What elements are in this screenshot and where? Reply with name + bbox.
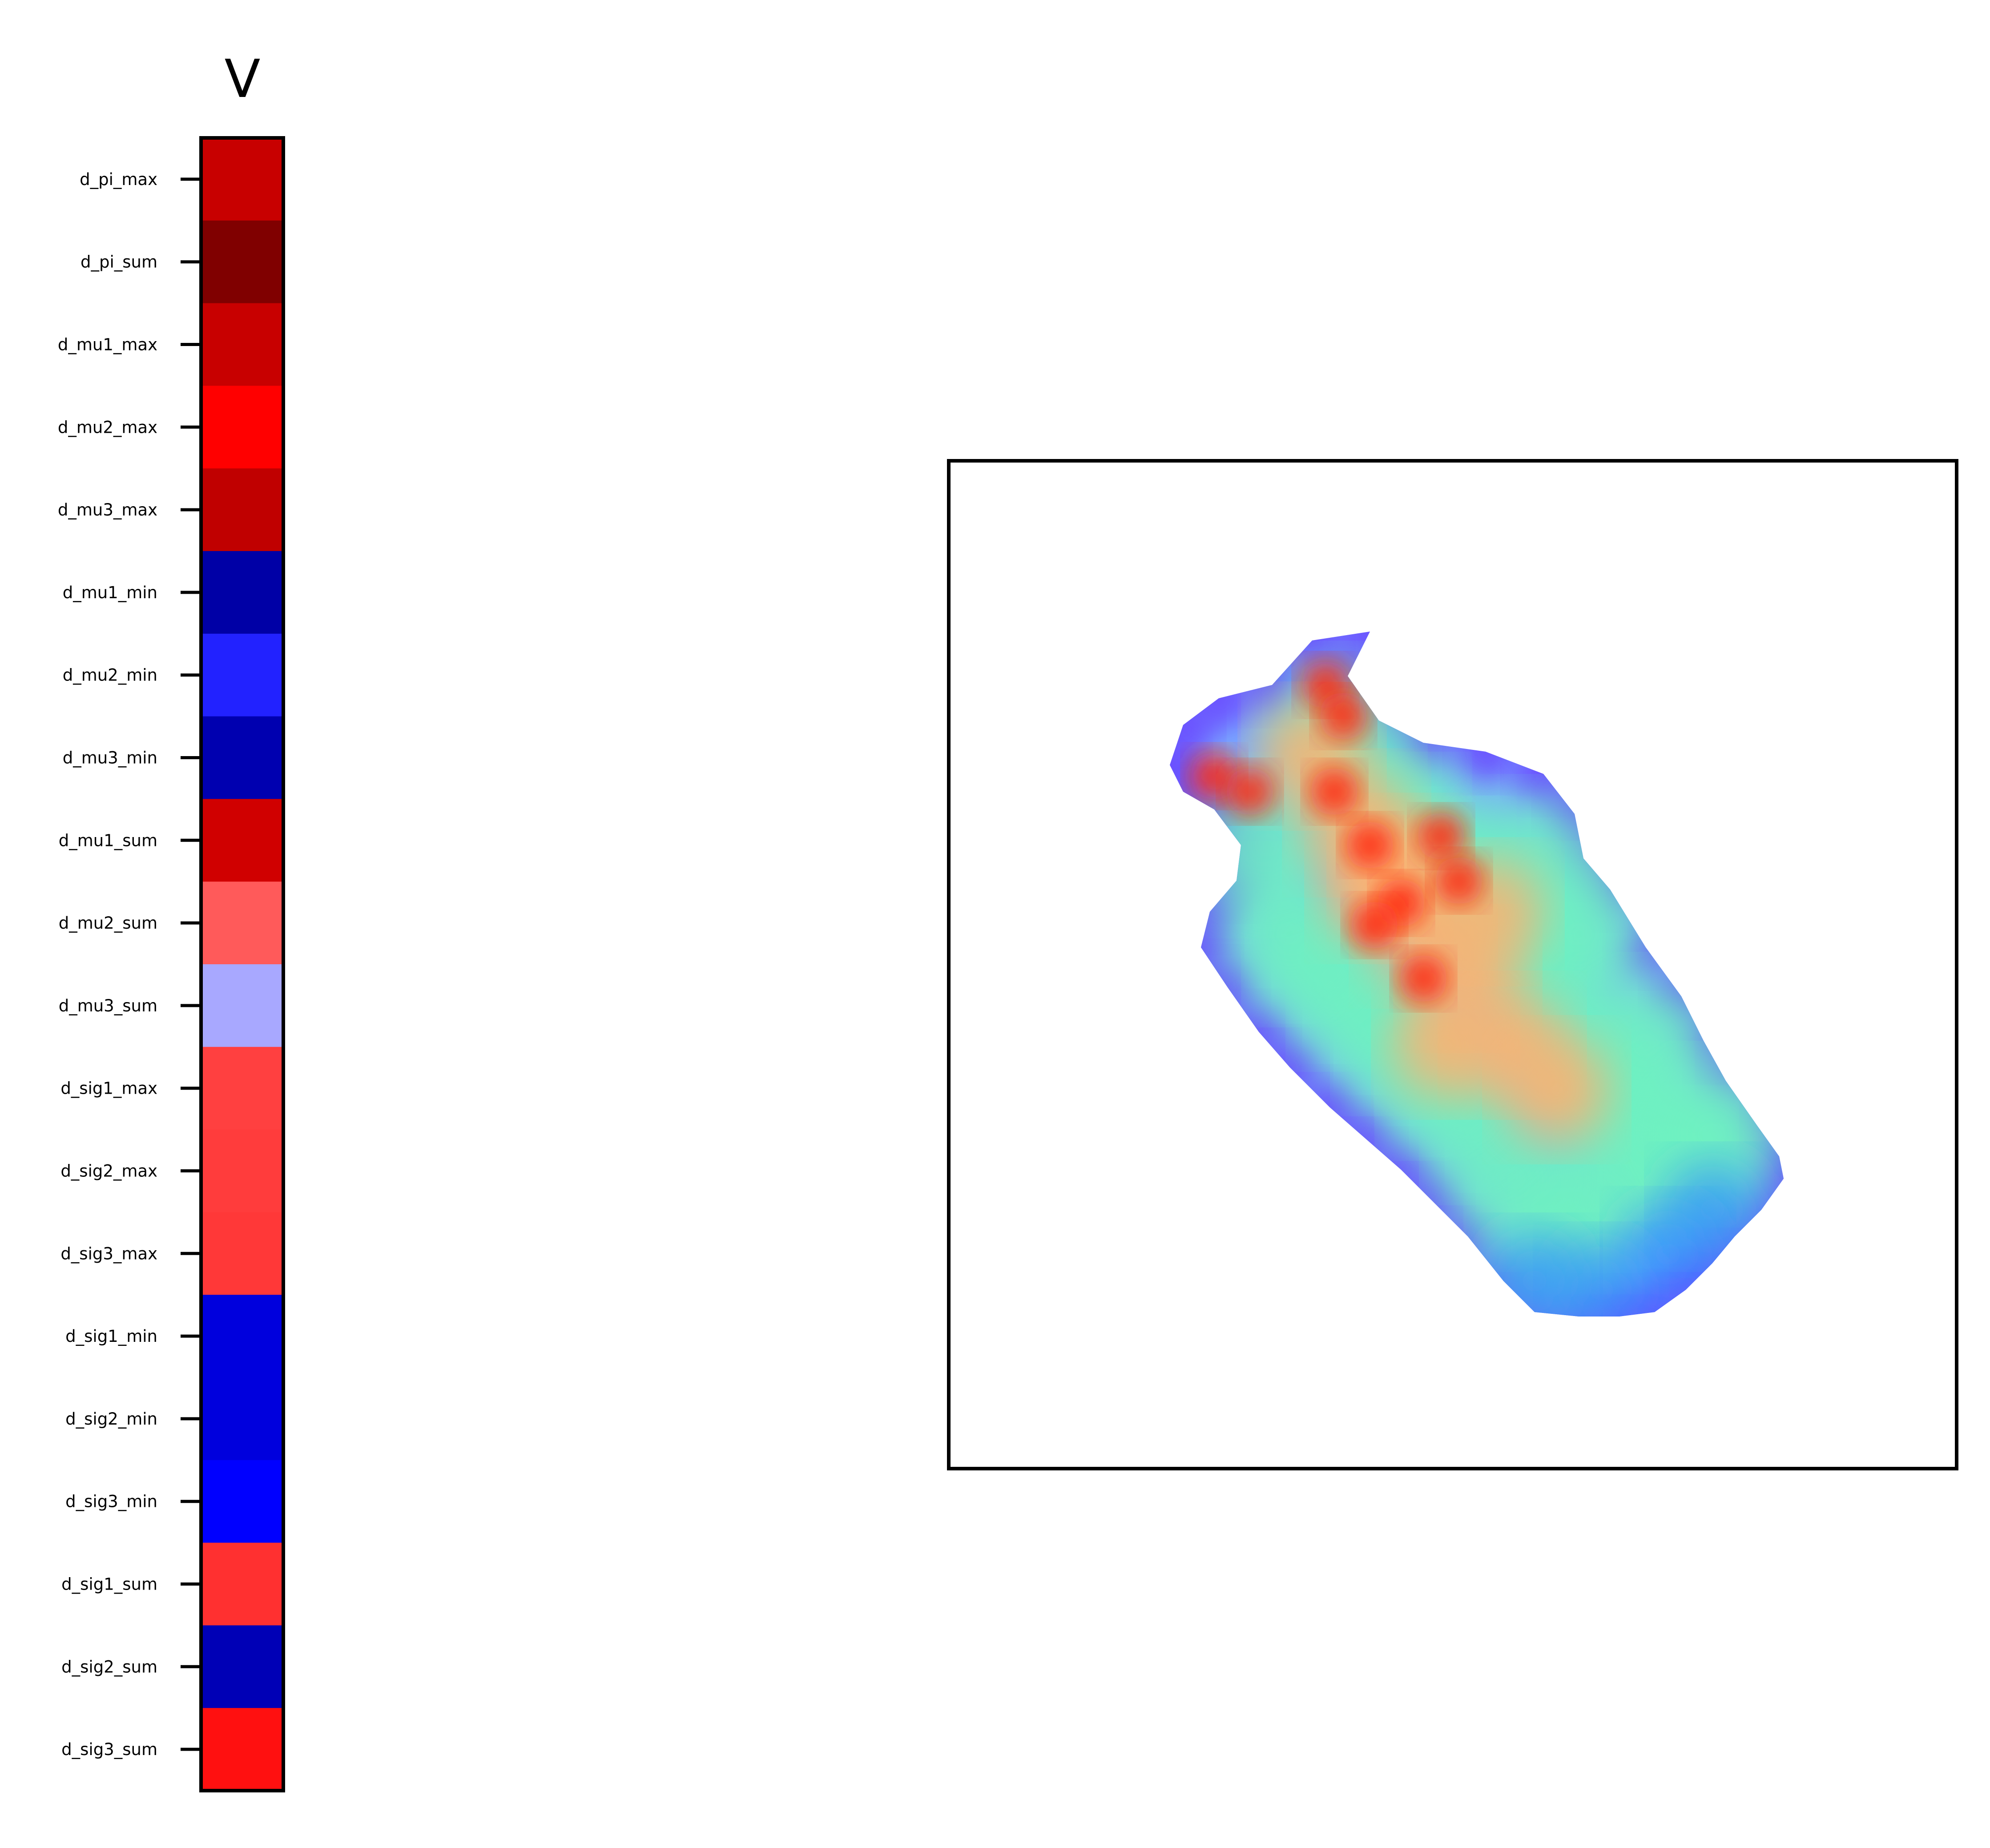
surface-patch <box>1399 954 1448 1003</box>
heatmap-cell-d-mu3-max <box>201 468 283 552</box>
y-tick-label: d_sig2_sum <box>61 1657 157 1676</box>
heatmap-cell-d-sig3-min <box>201 1460 283 1543</box>
surface-patch <box>1392 992 1499 1099</box>
heatmap-cell-d-mu3-sum <box>201 964 283 1047</box>
heatmap-tick-labels: d_pi_max d_pi_sum d_mu1_max d_mu2_max d_mu3_… <box>58 170 157 1759</box>
y-tick-label: d_mu3_sum <box>59 996 157 1015</box>
surface-panel-frame <box>947 459 1958 1470</box>
heatmap-cell-d-sig3-sum <box>201 1708 283 1791</box>
surface-patch <box>1345 821 1394 870</box>
y-tick-label: d_mu2_min <box>63 666 157 685</box>
heatmap-cell-d-mu1-sum <box>201 799 283 882</box>
y-tick-label: d_mu2_max <box>58 418 157 437</box>
surface-patch <box>1350 901 1399 950</box>
y-tick-label: d_sig3_min <box>65 1492 157 1511</box>
heatmap-cell-d-sig1-sum <box>201 1542 283 1626</box>
heatmap-frame <box>199 136 285 1792</box>
heatmap-title: V <box>225 48 261 109</box>
y-tick-label: d_sig1_sum <box>61 1575 157 1594</box>
heatmap-cell-d-pi-sum <box>201 220 283 304</box>
y-tick-label: d_mu3_min <box>63 749 157 768</box>
surface-patch <box>1434 856 1483 905</box>
surface-patch <box>1454 721 1517 783</box>
heatmap-cell-d-sig1-min <box>201 1295 283 1378</box>
heatmap-cells <box>201 138 283 1791</box>
y-tick-label: d_sig2_min <box>65 1409 157 1429</box>
heatmap-cell-d-mu2-sum <box>201 882 283 965</box>
molecule-color-field <box>1170 632 1784 1317</box>
heatmap-cell-d-mu2-max <box>201 386 283 469</box>
y-tick-label: d_mu1_min <box>63 583 157 602</box>
heatmap-cell-d-sig3-max <box>201 1212 283 1295</box>
heatmap-cell-d-pi-max <box>201 138 283 221</box>
y-tick-label: d_mu1_max <box>58 335 157 354</box>
surface-patch <box>1486 1232 1583 1317</box>
heatmap-ticks <box>181 177 201 1751</box>
y-tick-label: d_sig2_max <box>60 1162 157 1181</box>
surface-patch <box>1310 767 1359 816</box>
y-tick-label: d_sig3_sum <box>61 1740 157 1759</box>
y-tick-label: d_sig1_max <box>60 1079 157 1098</box>
y-tick-label: d_pi_sum <box>81 253 157 272</box>
y-tick-label: d_pi_max <box>80 170 157 189</box>
heatmap-cell-d-mu2-min <box>201 633 283 717</box>
y-tick-label: d_mu1_sum <box>59 831 157 850</box>
heatmap-cell-d-sig1-max <box>201 1047 283 1130</box>
heatmap-cell-d-sig2-min <box>201 1377 283 1461</box>
molecule-surface <box>1170 632 1784 1317</box>
surface-patch <box>1512 743 1575 805</box>
y-tick-label: d_mu2_sum <box>59 914 157 933</box>
surface-patch <box>1503 1036 1610 1143</box>
surface-patch <box>1188 667 1250 729</box>
heatmap-cell-d-sig2-sum <box>201 1625 283 1708</box>
surface-patch <box>1417 812 1466 861</box>
y-tick-label: d_sig1_min <box>65 1327 157 1346</box>
surface-patch <box>1225 767 1274 816</box>
surface-patch <box>1319 692 1368 741</box>
heatmap-cell-d-mu3-min <box>201 716 283 800</box>
heatmap-cell-d-sig2-max <box>201 1129 283 1213</box>
y-tick-label: d_mu3_max <box>58 500 157 519</box>
surface-patch <box>1512 867 1646 1001</box>
y-tick-label: d_sig3_max <box>60 1244 157 1263</box>
surface-patch <box>1259 1036 1321 1099</box>
heatmap-cell-d-mu1-min <box>201 551 283 634</box>
heatmap-cell-d-mu1-max <box>201 303 283 387</box>
